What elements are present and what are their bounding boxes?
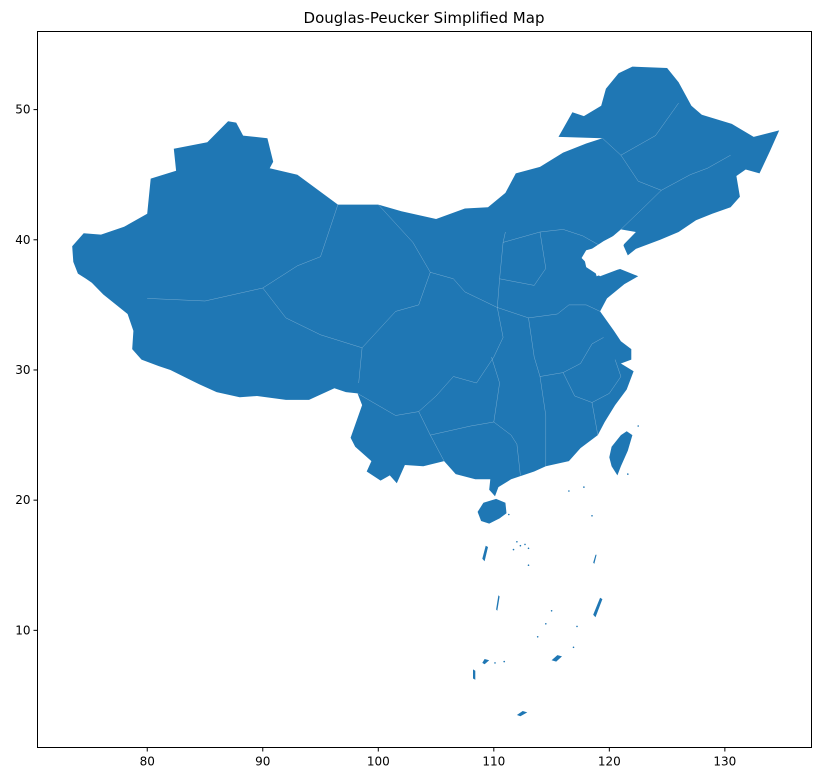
province-border bbox=[503, 229, 602, 247]
province-border bbox=[602, 138, 662, 191]
y-tick-label: 10 bbox=[15, 623, 30, 637]
y-axis: 10 20 30 40 50 bbox=[15, 103, 38, 637]
islet-point bbox=[536, 636, 539, 638]
province-border bbox=[499, 231, 546, 286]
province-border bbox=[430, 421, 521, 476]
y-tick-label: 30 bbox=[15, 363, 30, 377]
islet-region bbox=[473, 669, 476, 680]
islet-point bbox=[576, 625, 578, 628]
y-tick-label: 40 bbox=[15, 233, 30, 247]
islet-point bbox=[550, 610, 553, 612]
x-tick-label: 80 bbox=[140, 755, 155, 769]
province-border bbox=[539, 376, 546, 467]
islet-point bbox=[591, 515, 593, 517]
x-tick-label: 90 bbox=[255, 755, 270, 769]
islet-point bbox=[527, 564, 530, 566]
islet-point bbox=[516, 541, 518, 543]
islet-point bbox=[524, 543, 526, 546]
islet-point bbox=[637, 425, 639, 427]
province-border bbox=[620, 102, 679, 156]
axes-frame bbox=[37, 31, 812, 748]
islet-region bbox=[593, 597, 603, 618]
islet-point bbox=[583, 486, 585, 488]
islet-point bbox=[572, 646, 575, 649]
islet-point bbox=[527, 547, 530, 550]
x-tick-label: 100 bbox=[367, 755, 390, 769]
province-border bbox=[430, 272, 498, 308]
province-border bbox=[620, 155, 731, 230]
chart-title: Douglas-Peucker Simplified Map bbox=[304, 9, 545, 27]
islet-point bbox=[503, 660, 506, 663]
bohai-sea bbox=[583, 232, 627, 277]
islet-point bbox=[568, 490, 570, 492]
x-tick-label: 130 bbox=[713, 755, 736, 769]
x-tick-label: 110 bbox=[482, 755, 505, 769]
islet-point bbox=[512, 548, 515, 551]
islet-point bbox=[545, 623, 547, 625]
province-border bbox=[361, 204, 431, 348]
y-tick-label: 50 bbox=[15, 103, 30, 117]
islet-region bbox=[516, 711, 528, 717]
province-border bbox=[357, 337, 504, 416]
province-border bbox=[262, 287, 363, 384]
map-layer bbox=[72, 66, 780, 717]
islet-point bbox=[627, 473, 629, 475]
taiwan-region bbox=[609, 431, 633, 476]
y-tick-label: 20 bbox=[15, 493, 30, 507]
islet-region bbox=[551, 655, 562, 662]
islet-point bbox=[508, 513, 510, 516]
province-border bbox=[591, 359, 622, 403]
mainland-region bbox=[72, 66, 780, 497]
islet-region bbox=[482, 659, 490, 665]
hainan-region bbox=[477, 498, 507, 524]
islet-point bbox=[494, 662, 496, 664]
islet-region bbox=[496, 595, 500, 611]
province-border bbox=[320, 204, 339, 257]
province-border bbox=[497, 304, 601, 319]
province-border bbox=[562, 372, 598, 436]
x-axis: 80 90 100 110 120 130 bbox=[140, 747, 736, 769]
islet-point bbox=[519, 544, 522, 547]
islet-region bbox=[593, 554, 597, 564]
islet-region bbox=[482, 545, 488, 562]
x-tick-label: 120 bbox=[598, 755, 621, 769]
province-border bbox=[491, 356, 500, 423]
